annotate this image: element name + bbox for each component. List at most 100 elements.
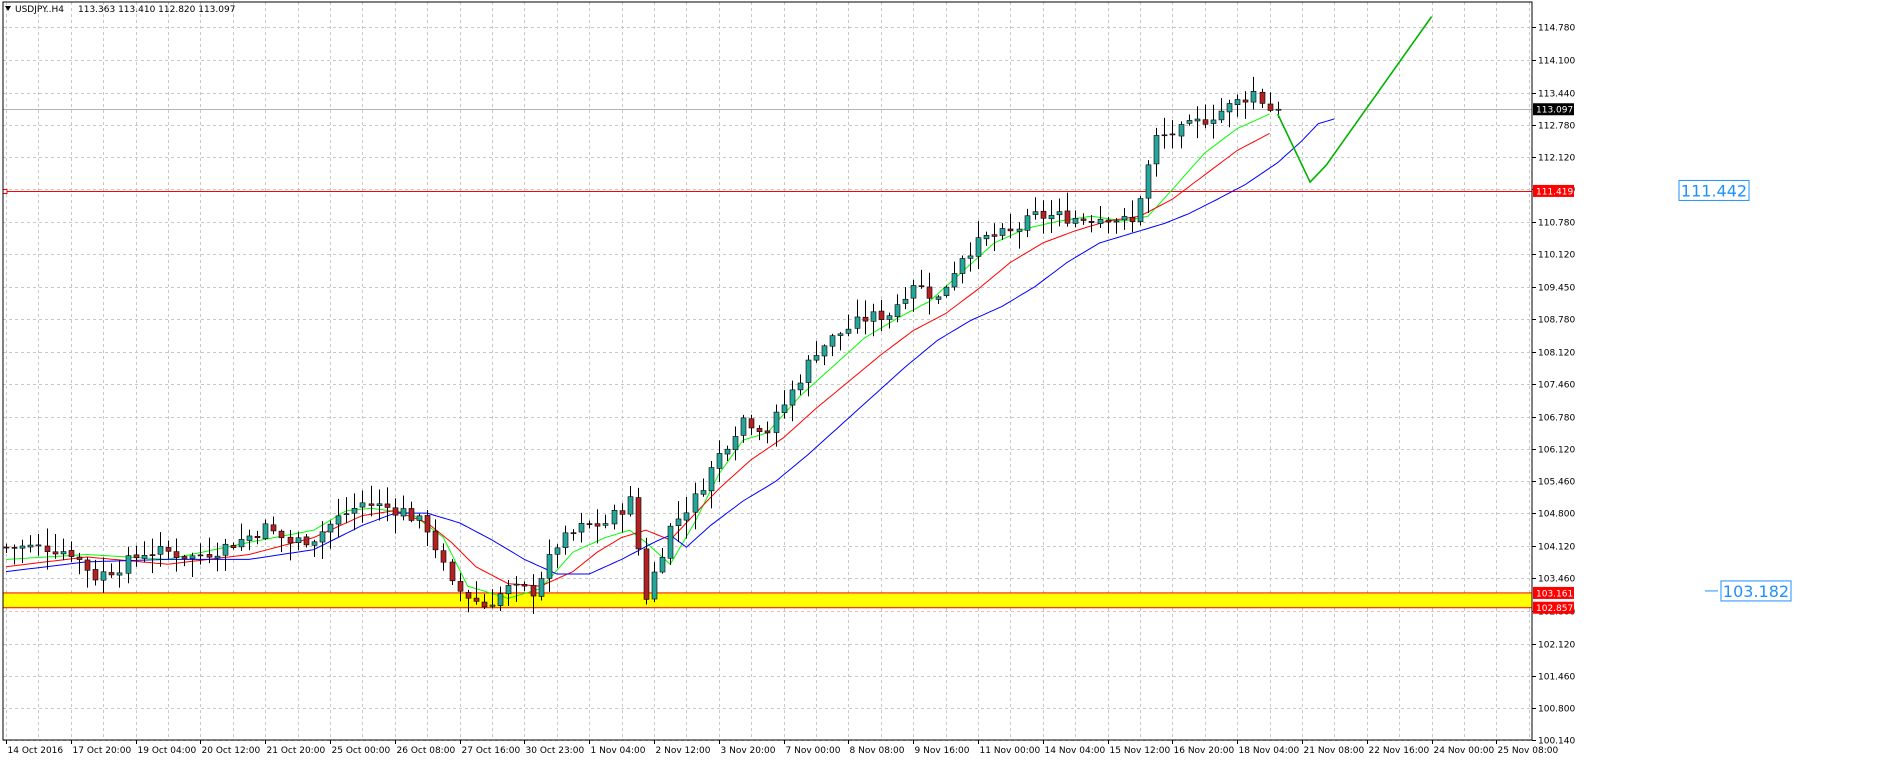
y-tick-label: 100.140 — [1538, 737, 1575, 747]
x-tick-label: 1 Nov 04:00 — [591, 746, 646, 756]
candle-body — [594, 523, 601, 527]
candle-body — [52, 551, 59, 555]
candle-body — [797, 382, 804, 391]
candle-body — [716, 453, 723, 469]
candle-body — [764, 430, 771, 434]
candle-body — [19, 545, 26, 549]
candle-body — [732, 436, 739, 451]
x-tick-label: 2 Nov 12:00 — [656, 746, 711, 756]
y-tick-label: 114.100 — [1538, 57, 1575, 67]
candle-body — [1153, 135, 1160, 165]
candle-body — [116, 572, 123, 576]
candle-body — [1169, 133, 1176, 136]
candle-body — [837, 333, 844, 336]
resistance-anchor — [2, 189, 8, 194]
candle-body — [384, 503, 391, 508]
x-tick-label: 30 Oct 23:00 — [526, 746, 585, 756]
candle-body — [319, 531, 326, 543]
candle-body — [149, 554, 156, 556]
candle-body — [829, 335, 836, 347]
candle-body — [327, 523, 334, 533]
candle-body — [311, 541, 318, 546]
candle-body — [910, 285, 917, 299]
candle-body — [667, 525, 674, 559]
candle-body — [197, 554, 204, 557]
candle-body — [497, 593, 504, 606]
x-tick-label: 18 Nov 04:00 — [1239, 746, 1300, 756]
x-tick-label: 16 Nov 20:00 — [1174, 746, 1235, 756]
candle-body — [521, 584, 528, 587]
y-tick-label: 112.120 — [1538, 154, 1575, 164]
candle-body — [222, 543, 229, 556]
x-tick-label: 25 Nov 08:00 — [1498, 746, 1559, 756]
candle-body — [481, 601, 488, 608]
candle-body — [546, 554, 553, 579]
y-tick-label: 107.460 — [1538, 381, 1575, 391]
plot-frame — [2, 1, 1533, 741]
candle-body — [351, 508, 358, 514]
candle-body — [999, 228, 1006, 236]
candle-body — [659, 556, 666, 573]
candle-body — [1275, 108, 1282, 111]
y-tick-label: 110.780 — [1538, 219, 1575, 229]
resistance-price-label-box — [1533, 184, 1574, 197]
candle-body — [295, 537, 302, 543]
y-tick-label: 108.780 — [1538, 316, 1575, 326]
candle-body — [165, 547, 172, 552]
candle-body — [1016, 228, 1023, 232]
resistance-level-label-box — [1678, 179, 1750, 201]
candle-body — [189, 555, 196, 559]
candle-body — [230, 545, 237, 548]
candle-body — [611, 509, 618, 525]
symbol-label: USDJPY..H4 — [15, 5, 64, 15]
candle-body — [643, 548, 650, 600]
support-low-price-label-box — [1533, 601, 1574, 614]
x-tick-label: 14 Nov 04:00 — [1045, 746, 1106, 756]
x-tick-label: 19 Oct 04:00 — [138, 746, 197, 756]
candle-body — [1097, 218, 1104, 224]
candle-body — [1064, 210, 1071, 224]
candle-body — [238, 539, 245, 548]
candle-body — [1202, 119, 1209, 125]
candle-body — [392, 507, 399, 516]
candle-body — [813, 355, 820, 361]
candle-body — [416, 515, 423, 521]
candles — [3, 76, 1282, 614]
candle-body — [181, 556, 188, 559]
candle-body — [125, 555, 132, 574]
candle-body — [1210, 119, 1217, 124]
candle-body — [1072, 217, 1079, 224]
grid — [3, 2, 1532, 741]
candle-body — [740, 417, 747, 436]
x-tick-label: 3 Nov 20:00 — [721, 746, 776, 756]
candle-body — [449, 561, 456, 582]
x-tick-label: 24 Nov 00:00 — [1434, 746, 1495, 756]
candle-body — [926, 286, 933, 299]
candle-body — [368, 503, 375, 506]
candle-body — [141, 555, 148, 559]
candle-body — [60, 551, 67, 555]
candle-body — [862, 316, 869, 322]
candle-body — [538, 578, 545, 597]
candle-body — [1267, 103, 1274, 111]
candle-body — [781, 404, 788, 413]
candle-body — [1007, 228, 1014, 232]
candle-body — [821, 345, 828, 357]
y-tick-label: 110.120 — [1538, 251, 1575, 261]
candle-body — [287, 536, 294, 544]
candle-body — [303, 536, 310, 546]
x-tick-label: 9 Nov 16:00 — [915, 746, 970, 756]
candle-body — [530, 585, 537, 597]
candle-body — [943, 286, 950, 296]
candle-body — [489, 604, 496, 607]
candle-body — [756, 428, 763, 432]
candle-body — [878, 310, 885, 320]
triangle-down-icon[interactable] — [5, 6, 11, 11]
candle-body — [1080, 218, 1087, 221]
candle-body — [894, 304, 901, 317]
candle-body — [1234, 99, 1241, 106]
y-tick-label: 114.780 — [1538, 24, 1575, 34]
candle-body — [440, 550, 447, 563]
